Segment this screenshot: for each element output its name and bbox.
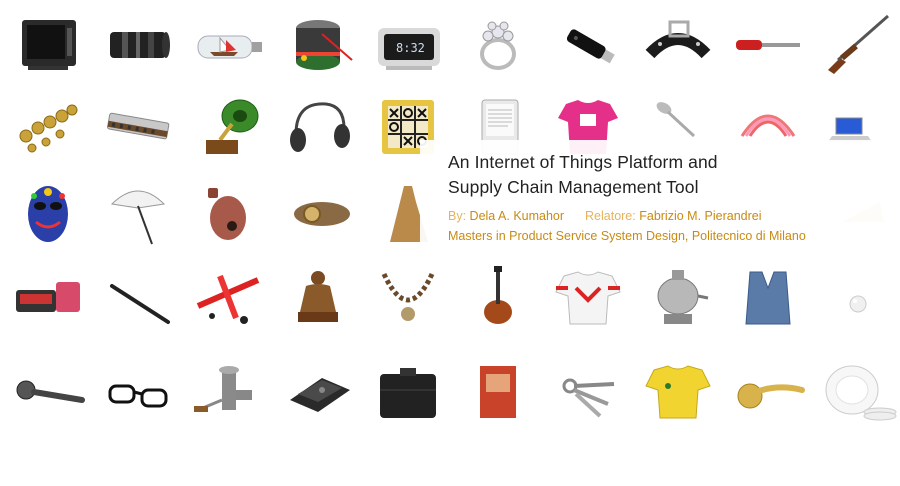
glasses-icon xyxy=(98,356,178,426)
case-icon xyxy=(368,356,448,426)
pen-icon xyxy=(98,262,178,332)
camera-lens-icon xyxy=(98,10,178,80)
rifle-icon xyxy=(818,10,898,80)
belt-icon xyxy=(638,10,718,80)
supervisor-label: Relatore: xyxy=(585,209,636,223)
slinky-icon xyxy=(728,92,808,162)
dress-icon xyxy=(368,178,448,248)
door-handle-icon xyxy=(728,356,808,426)
bread-icon xyxy=(278,178,358,248)
by-label: By: xyxy=(448,209,467,223)
program-line: Masters in Product Service System Design… xyxy=(448,229,806,243)
jersey-icon xyxy=(548,262,628,332)
slide-credits: By: Dela A. Kumahor Relatore: Fabrizio M… xyxy=(448,206,806,246)
author-name: Dela A. Kumahor xyxy=(469,209,565,223)
yellow-shirt-icon xyxy=(638,356,718,426)
vest-icon xyxy=(728,262,808,332)
guitar-icon xyxy=(458,262,538,332)
gramophone-icon xyxy=(188,92,268,162)
alarm-clock-icon: 8:32 xyxy=(368,10,448,80)
clock-digits: 8:32 xyxy=(396,41,425,55)
gold-chain-icon xyxy=(8,92,88,162)
title-line-2: Supply Chain Management Tool xyxy=(448,177,699,197)
mask-icon xyxy=(8,178,88,248)
necklace-icon xyxy=(368,262,448,332)
headphones-icon xyxy=(278,92,358,162)
pearl-icon xyxy=(818,262,898,332)
title-panel xyxy=(420,140,890,258)
ship-in-bottle-icon xyxy=(188,10,268,80)
spoon-icon xyxy=(638,92,718,162)
usb-drive-icon xyxy=(548,10,628,80)
slide-title: An Internet of Things Platform and Suppl… xyxy=(448,150,718,200)
book-icon xyxy=(458,356,538,426)
toy-plane-icon xyxy=(188,262,268,332)
supervisor-name: Fabrizio M. Pierandrei xyxy=(639,209,762,223)
buddha-icon xyxy=(278,262,358,332)
microphone-icon xyxy=(8,356,88,426)
title-line-1: An Internet of Things Platform and xyxy=(448,152,718,172)
ocarina-icon xyxy=(188,178,268,248)
keys-icon xyxy=(548,356,628,426)
samovar-icon xyxy=(638,262,718,332)
hole-punch-icon xyxy=(278,356,358,426)
harmonica-icon xyxy=(98,92,178,162)
credits-line: By: Dela A. Kumahor Relatore: Fabrizio M… xyxy=(448,206,806,226)
screwdriver-icon xyxy=(728,10,808,80)
phone-icon xyxy=(8,262,88,332)
ring-icon xyxy=(458,10,538,80)
meat-grinder-icon xyxy=(188,356,268,426)
plates-icon xyxy=(818,356,898,426)
umbrella-icon xyxy=(98,178,178,248)
tv-icon xyxy=(8,10,88,80)
drum-icon xyxy=(278,10,358,80)
